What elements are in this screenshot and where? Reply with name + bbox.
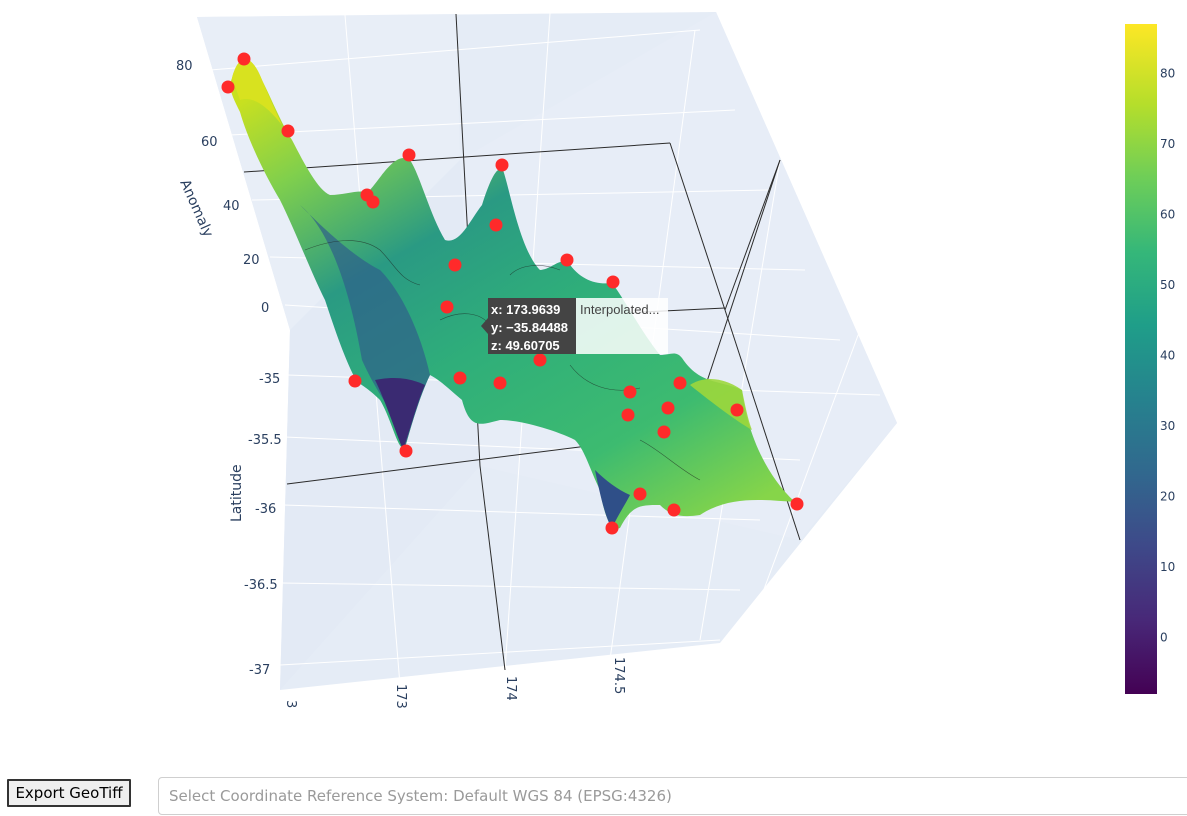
hover-trace-name: Interpolated...	[580, 302, 660, 317]
scene-gridlines	[209, 12, 881, 686]
data-point-marker[interactable]	[281, 124, 295, 138]
colorbar-tick-label: 70	[1160, 137, 1175, 151]
data-point-marker[interactable]	[673, 376, 687, 390]
y-tick-label: -37	[249, 663, 270, 678]
y-tick-label: -36.5	[244, 578, 278, 593]
colorbar-tick-label: 10	[1160, 560, 1175, 574]
z-tick-label: 60	[201, 135, 218, 150]
colorbar-tick-label: 60	[1160, 207, 1175, 221]
data-point-marker[interactable]	[402, 148, 416, 162]
data-point-marker[interactable]	[493, 376, 507, 390]
hover-x-value: x: 173.9639	[491, 302, 560, 317]
x-axis: 3 173 174 174.5	[283, 657, 626, 709]
y-tick-label: -35.5	[248, 433, 282, 448]
data-point-marker[interactable]	[221, 80, 235, 94]
colorbar-tick-label: 0	[1160, 631, 1168, 645]
colorbar-tick-label: 50	[1160, 278, 1175, 292]
x-tick-label: 3	[283, 700, 298, 708]
hover-tooltip: x: 173.9639 y: −35.84488 z: 49.60705 Int…	[481, 298, 668, 354]
surface-plot[interactable]: 80 60 40 20 0 Anomaly -35 -35.5 -36 -36.…	[0, 0, 1187, 740]
data-point-marker[interactable]	[623, 385, 637, 399]
y-axis-title: Latitude	[229, 464, 245, 522]
data-point-marker[interactable]	[453, 371, 467, 385]
x-tick-label: 174.5	[611, 657, 626, 694]
z-tick-label: 80	[176, 59, 193, 74]
data-point-marker[interactable]	[730, 403, 744, 417]
colorbar-tick-label: 40	[1160, 348, 1175, 362]
data-point-marker[interactable]	[790, 497, 804, 511]
data-point-marker[interactable]	[440, 300, 454, 314]
interpolated-surface[interactable]	[230, 59, 795, 529]
y-axis: -35 -35.5 -36 -36.5 -37 Latitude	[229, 372, 282, 678]
colorbar-ticks: 80 70 60 50 40 30 20 10 0	[1160, 66, 1175, 644]
data-point-marker[interactable]	[606, 275, 620, 289]
data-point-marker[interactable]	[399, 444, 413, 458]
data-point-marker[interactable]	[489, 218, 503, 232]
data-point-marker[interactable]	[657, 425, 671, 439]
data-point-marker[interactable]	[633, 487, 647, 501]
data-point-marker[interactable]	[560, 253, 574, 267]
data-point-marker[interactable]	[495, 158, 509, 172]
y-tick-label: -36	[255, 502, 276, 517]
z-tick-label: 0	[261, 301, 269, 316]
colorbar-gradient	[1125, 24, 1157, 694]
hover-y-value: y: −35.84488	[491, 320, 568, 335]
y-tick-label: -35	[259, 372, 280, 387]
data-point-marker[interactable]	[605, 521, 619, 535]
data-point-marker[interactable]	[448, 258, 462, 272]
data-point-marker[interactable]	[667, 503, 681, 517]
data-point-marker[interactable]	[661, 401, 675, 415]
x-tick-label: 173	[393, 684, 408, 709]
data-points[interactable]	[221, 52, 804, 535]
data-point-marker[interactable]	[533, 353, 547, 367]
z-axis-title: Anomaly	[176, 177, 216, 240]
colorbar-tick-label: 30	[1160, 419, 1175, 433]
crs-select-input[interactable]	[158, 777, 1187, 815]
data-point-marker[interactable]	[237, 52, 251, 66]
data-point-marker[interactable]	[366, 195, 380, 209]
x-tick-label: 174	[503, 676, 518, 701]
colorbar: 80 70 60 50 40 30 20 10 0	[1125, 24, 1175, 694]
z-tick-label: 40	[223, 199, 240, 214]
colorbar-tick-label: 80	[1160, 66, 1175, 80]
data-point-marker[interactable]	[348, 374, 362, 388]
colorbar-tick-label: 20	[1160, 490, 1175, 504]
hover-z-value: z: 49.60705	[491, 338, 560, 353]
z-tick-label: 20	[243, 253, 260, 268]
export-geotiff-button[interactable]: Export GeoTiff	[7, 779, 131, 807]
data-point-marker[interactable]	[621, 408, 635, 422]
